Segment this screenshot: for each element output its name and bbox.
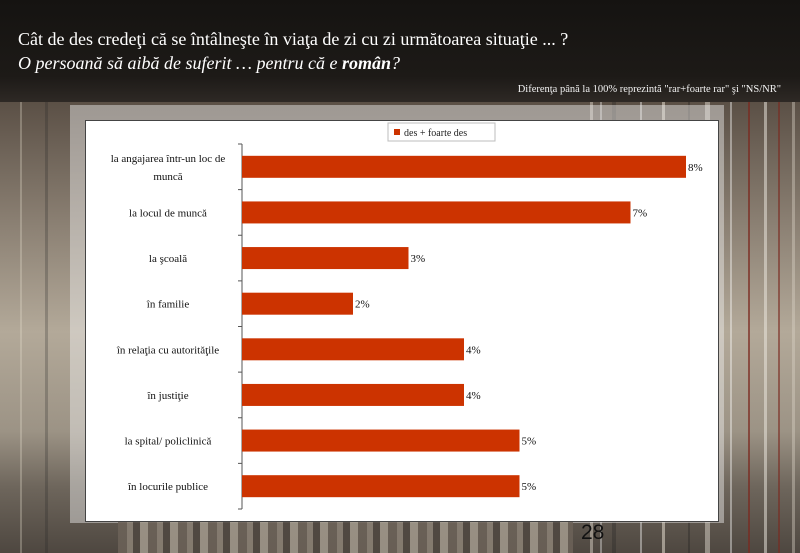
bar-7 xyxy=(242,429,520,452)
category-label: în familie xyxy=(146,299,190,311)
category-label: în justiţie xyxy=(146,390,188,402)
chart-area: des + foarte des 8% la angajarea într-un l… xyxy=(85,120,719,522)
category-label: la şcoală xyxy=(149,253,187,265)
value-label: 4% xyxy=(466,390,481,402)
value-label: 5% xyxy=(522,436,537,448)
category-label: în locurile publice xyxy=(127,481,208,493)
category-label: muncă xyxy=(153,171,182,183)
value-label: 3% xyxy=(411,253,426,265)
legend-swatch xyxy=(394,129,400,135)
bar-2 xyxy=(242,201,631,224)
bar-8 xyxy=(242,475,520,498)
bar-6 xyxy=(242,383,464,406)
category-label: la locul de muncă xyxy=(129,207,207,219)
value-label: 2% xyxy=(355,299,370,311)
value-label: 5% xyxy=(522,481,537,493)
bar-4 xyxy=(242,292,353,315)
footnote: Diferenţa până la 100% reprezintă "rar+f… xyxy=(517,84,781,95)
value-label: 7% xyxy=(633,207,648,219)
bar-chart: des + foarte des 8% la angajarea într-un l… xyxy=(111,122,703,510)
page-number: 28 xyxy=(581,521,605,544)
bar-1 xyxy=(242,155,686,178)
question-subtitle: O persoană să aibă de suferit … pentru c… xyxy=(18,53,400,74)
value-label: 4% xyxy=(466,344,481,356)
header-bar xyxy=(0,0,800,102)
question-title: Cât de des credeţi că se întâlneşte în v… xyxy=(18,29,569,49)
subtitle-suffix: ? xyxy=(391,53,401,73)
bar-3 xyxy=(242,247,409,270)
bar-5 xyxy=(242,338,464,361)
value-label: 8% xyxy=(688,162,703,174)
category-label: în relaţia cu autorităţile xyxy=(116,344,219,356)
subtitle-prefix: O persoană să aibă de suferit … pentru c… xyxy=(18,53,342,73)
subtitle-emphasis: român xyxy=(341,53,392,73)
legend-box xyxy=(387,122,496,142)
category-label: la angajarea într-un loc de xyxy=(111,153,226,165)
legend-label: des + foarte des xyxy=(404,128,467,139)
category-label: la spital/ policlinică xyxy=(125,436,212,448)
